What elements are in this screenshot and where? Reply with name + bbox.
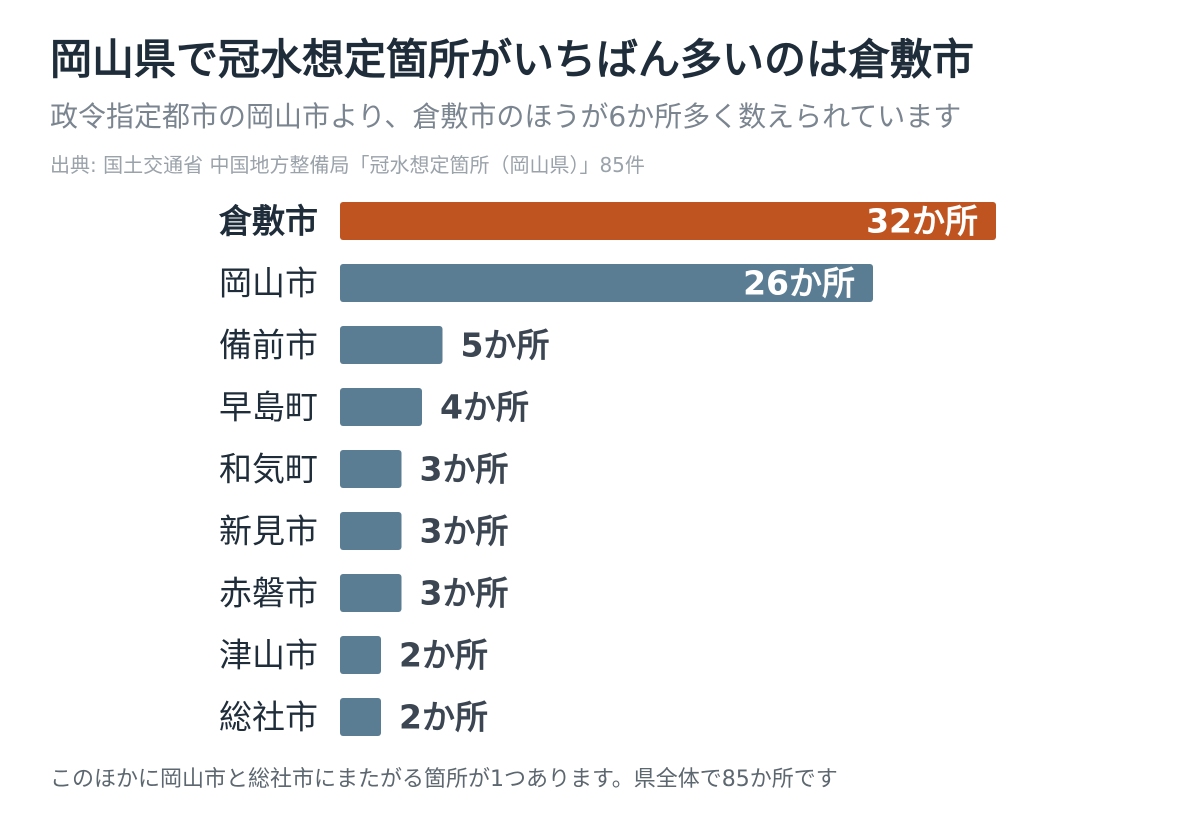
bar — [340, 326, 443, 364]
value-label: 3か所 — [420, 512, 509, 551]
category-label: 早島町 — [219, 388, 318, 427]
category-label: 赤磐市 — [219, 574, 318, 613]
bar — [340, 636, 381, 674]
value-label: 32か所 — [866, 202, 978, 241]
bar-row: 早島町 4か所 — [219, 388, 529, 427]
bar-row: 赤磐市 3か所 — [219, 574, 508, 613]
bar — [340, 698, 381, 736]
category-label: 総社市 — [219, 698, 318, 737]
bar — [340, 450, 402, 488]
value-label: 3か所 — [420, 450, 509, 489]
bar-row: 岡山市 26か所 — [219, 264, 873, 303]
bar-row: 新見市 3か所 — [219, 512, 508, 551]
value-label: 26か所 — [743, 264, 855, 303]
bar-row: 和気町 3か所 — [219, 450, 508, 489]
chart-title: 岡山県で冠水想定箇所がいちばん多いのは倉敷市 — [50, 35, 975, 84]
category-label: 津山市 — [219, 636, 318, 675]
bar — [340, 512, 402, 550]
bar-row: 総社市 2か所 — [219, 698, 488, 737]
value-label: 3か所 — [420, 574, 509, 613]
chart-source: 出典: 国土交通省 中国地方整備局「冠水想定箇所（岡山県）」85件 — [50, 153, 645, 177]
chart-footnote: このほかに岡山市と総社市にまたがる箇所が1つあります。県全体で85か所です — [50, 767, 838, 792]
bar-row: 倉敷市 32か所 — [218, 202, 996, 241]
value-label: 2か所 — [399, 698, 488, 737]
bar — [340, 202, 996, 240]
bar — [340, 264, 873, 302]
category-label: 倉敷市 — [218, 202, 318, 241]
bar — [340, 574, 402, 612]
bar-row: 備前市 5か所 — [219, 326, 549, 365]
bar-row: 津山市 2か所 — [219, 636, 488, 675]
chart-subtitle: 政令指定都市の岡山市より、倉敷市のほうが6か所多く数えられています — [50, 100, 962, 133]
category-label: 岡山市 — [219, 264, 318, 303]
category-label: 和気町 — [219, 450, 318, 489]
value-label: 4か所 — [440, 388, 529, 427]
bar — [340, 388, 422, 426]
value-label: 5か所 — [461, 326, 550, 365]
category-label: 備前市 — [219, 326, 318, 365]
value-label: 2か所 — [399, 636, 488, 675]
category-label: 新見市 — [219, 512, 318, 551]
